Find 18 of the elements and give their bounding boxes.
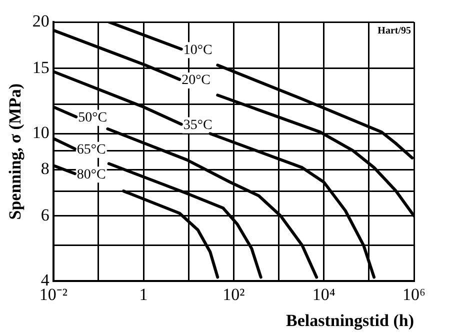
x-tick-label: 1: [139, 284, 148, 304]
x-tick-label: 10⁴: [312, 284, 336, 304]
series-label: 10°C: [183, 42, 212, 58]
series-label: 50°C: [78, 110, 108, 126]
annotation: Hart/95: [378, 26, 411, 37]
y-tick-label: 6: [40, 205, 50, 224]
y-axis-title: Spenning, σ (MPa): [6, 83, 25, 220]
y-tick-label: 8: [40, 159, 50, 178]
x-tick-label: 10⁶: [402, 284, 426, 304]
x-axis-title: Belastningstid (h): [286, 311, 414, 330]
series-label: 35°C: [183, 118, 212, 133]
x-tick-label: 10²: [222, 284, 245, 304]
series-label: 80°C: [76, 167, 106, 182]
series-label: 65°C: [76, 142, 106, 158]
y-tick-label: 10: [32, 123, 50, 142]
y-tick-label: 15: [32, 58, 50, 77]
series-label: 20°C: [182, 73, 211, 88]
y-tick-label: 20: [32, 11, 50, 30]
